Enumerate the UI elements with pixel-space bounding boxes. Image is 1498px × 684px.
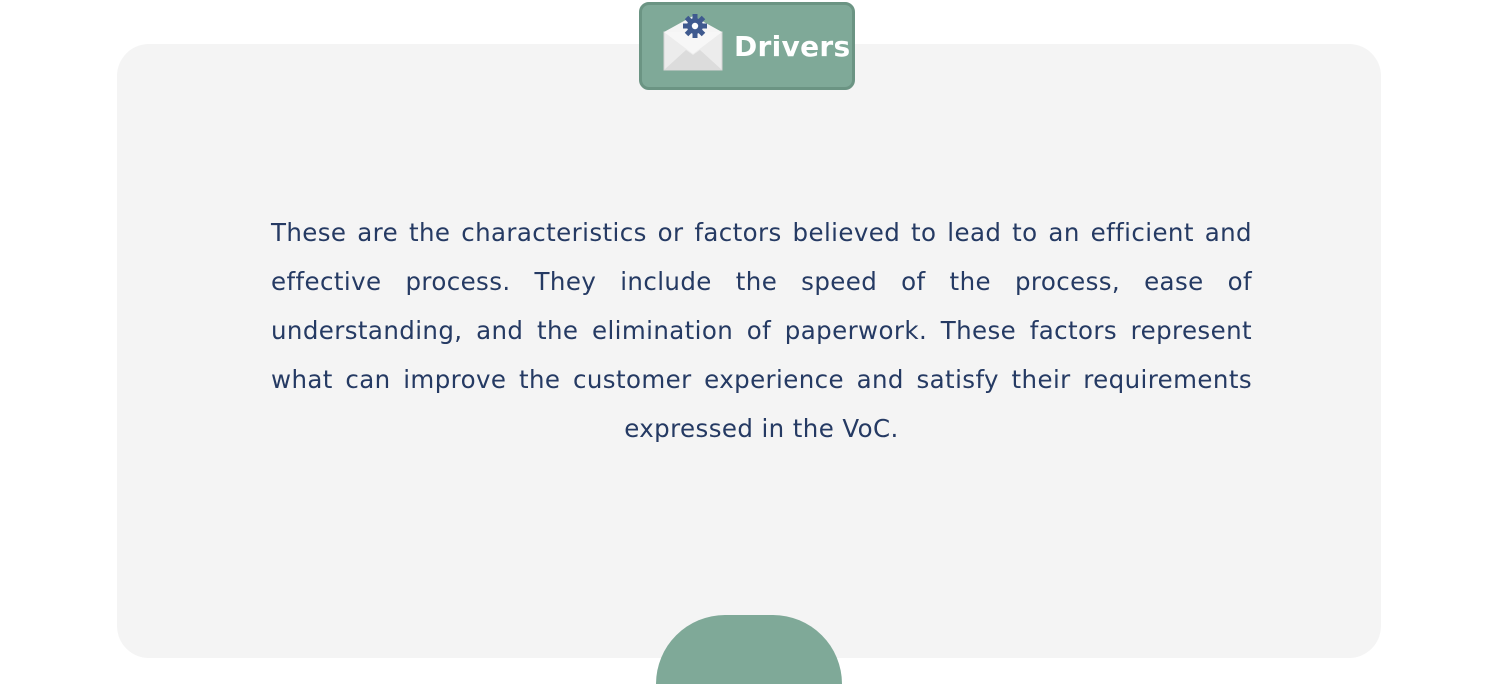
drivers-badge: Drivers — [639, 2, 855, 90]
badge-title: Drivers — [734, 29, 851, 63]
description-text: These are the characteristics or factors… — [271, 218, 1252, 443]
envelope-gear-icon — [663, 14, 723, 71]
content-card — [117, 44, 1381, 658]
bottom-decoration — [656, 615, 842, 684]
